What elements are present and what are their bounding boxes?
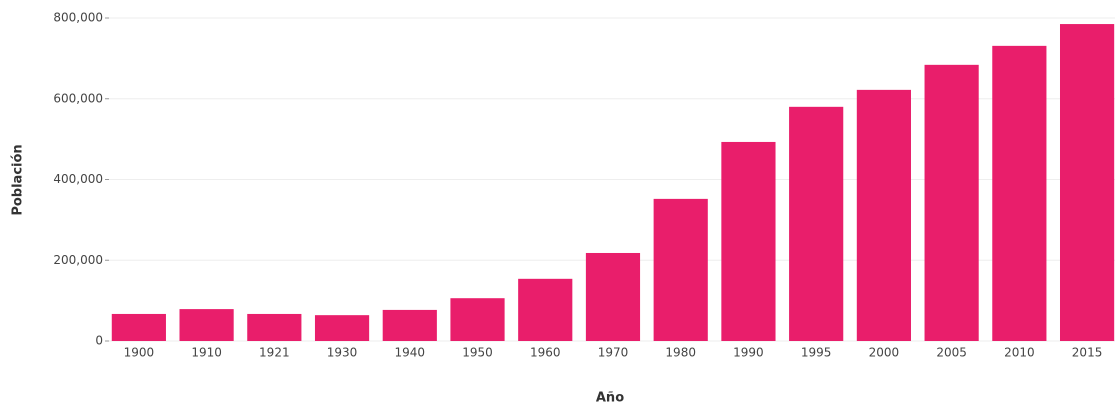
x-tick-label: 2015 (1072, 346, 1103, 360)
bar (382, 309, 437, 341)
bar (992, 45, 1047, 341)
x-tick-label: 2010 (1004, 346, 1035, 360)
bar (518, 278, 573, 341)
bar (856, 89, 911, 342)
x-tick-label: 1921 (259, 346, 290, 360)
x-tick-label: 1950 (462, 346, 493, 360)
bar (314, 315, 370, 341)
bar (247, 313, 302, 341)
bar (450, 298, 505, 341)
x-axis-title: Año (596, 391, 624, 406)
bar (924, 64, 979, 342)
bar (111, 313, 166, 341)
bar (721, 141, 776, 341)
bar (789, 106, 844, 341)
y-tick-label: 400,000 (53, 172, 103, 186)
bar (653, 198, 708, 341)
x-tick-label: 1930 (327, 346, 358, 360)
bar (1059, 24, 1115, 342)
x-tick-label: 1940 (395, 346, 426, 360)
y-tick-label: 200,000 (53, 253, 103, 267)
x-tick-label: 1990 (733, 346, 764, 360)
bar (585, 252, 641, 341)
bar (179, 309, 234, 341)
x-tick-label: 1995 (801, 346, 832, 360)
x-tick-label: 1900 (124, 346, 155, 360)
y-tick-label: 800,000 (53, 11, 103, 25)
x-tick-label: 1960 (530, 346, 561, 360)
x-tick-label: 1980 (665, 346, 696, 360)
y-tick-label: 600,000 (53, 91, 103, 105)
x-tick-label: 1970 (598, 346, 629, 360)
x-tick-label: 1910 (191, 346, 222, 360)
x-tick-label: 2005 (936, 346, 967, 360)
y-axis-title: Población (11, 144, 26, 215)
y-tick-label: 0 (95, 334, 103, 348)
x-tick-label: 2000 (869, 346, 900, 360)
